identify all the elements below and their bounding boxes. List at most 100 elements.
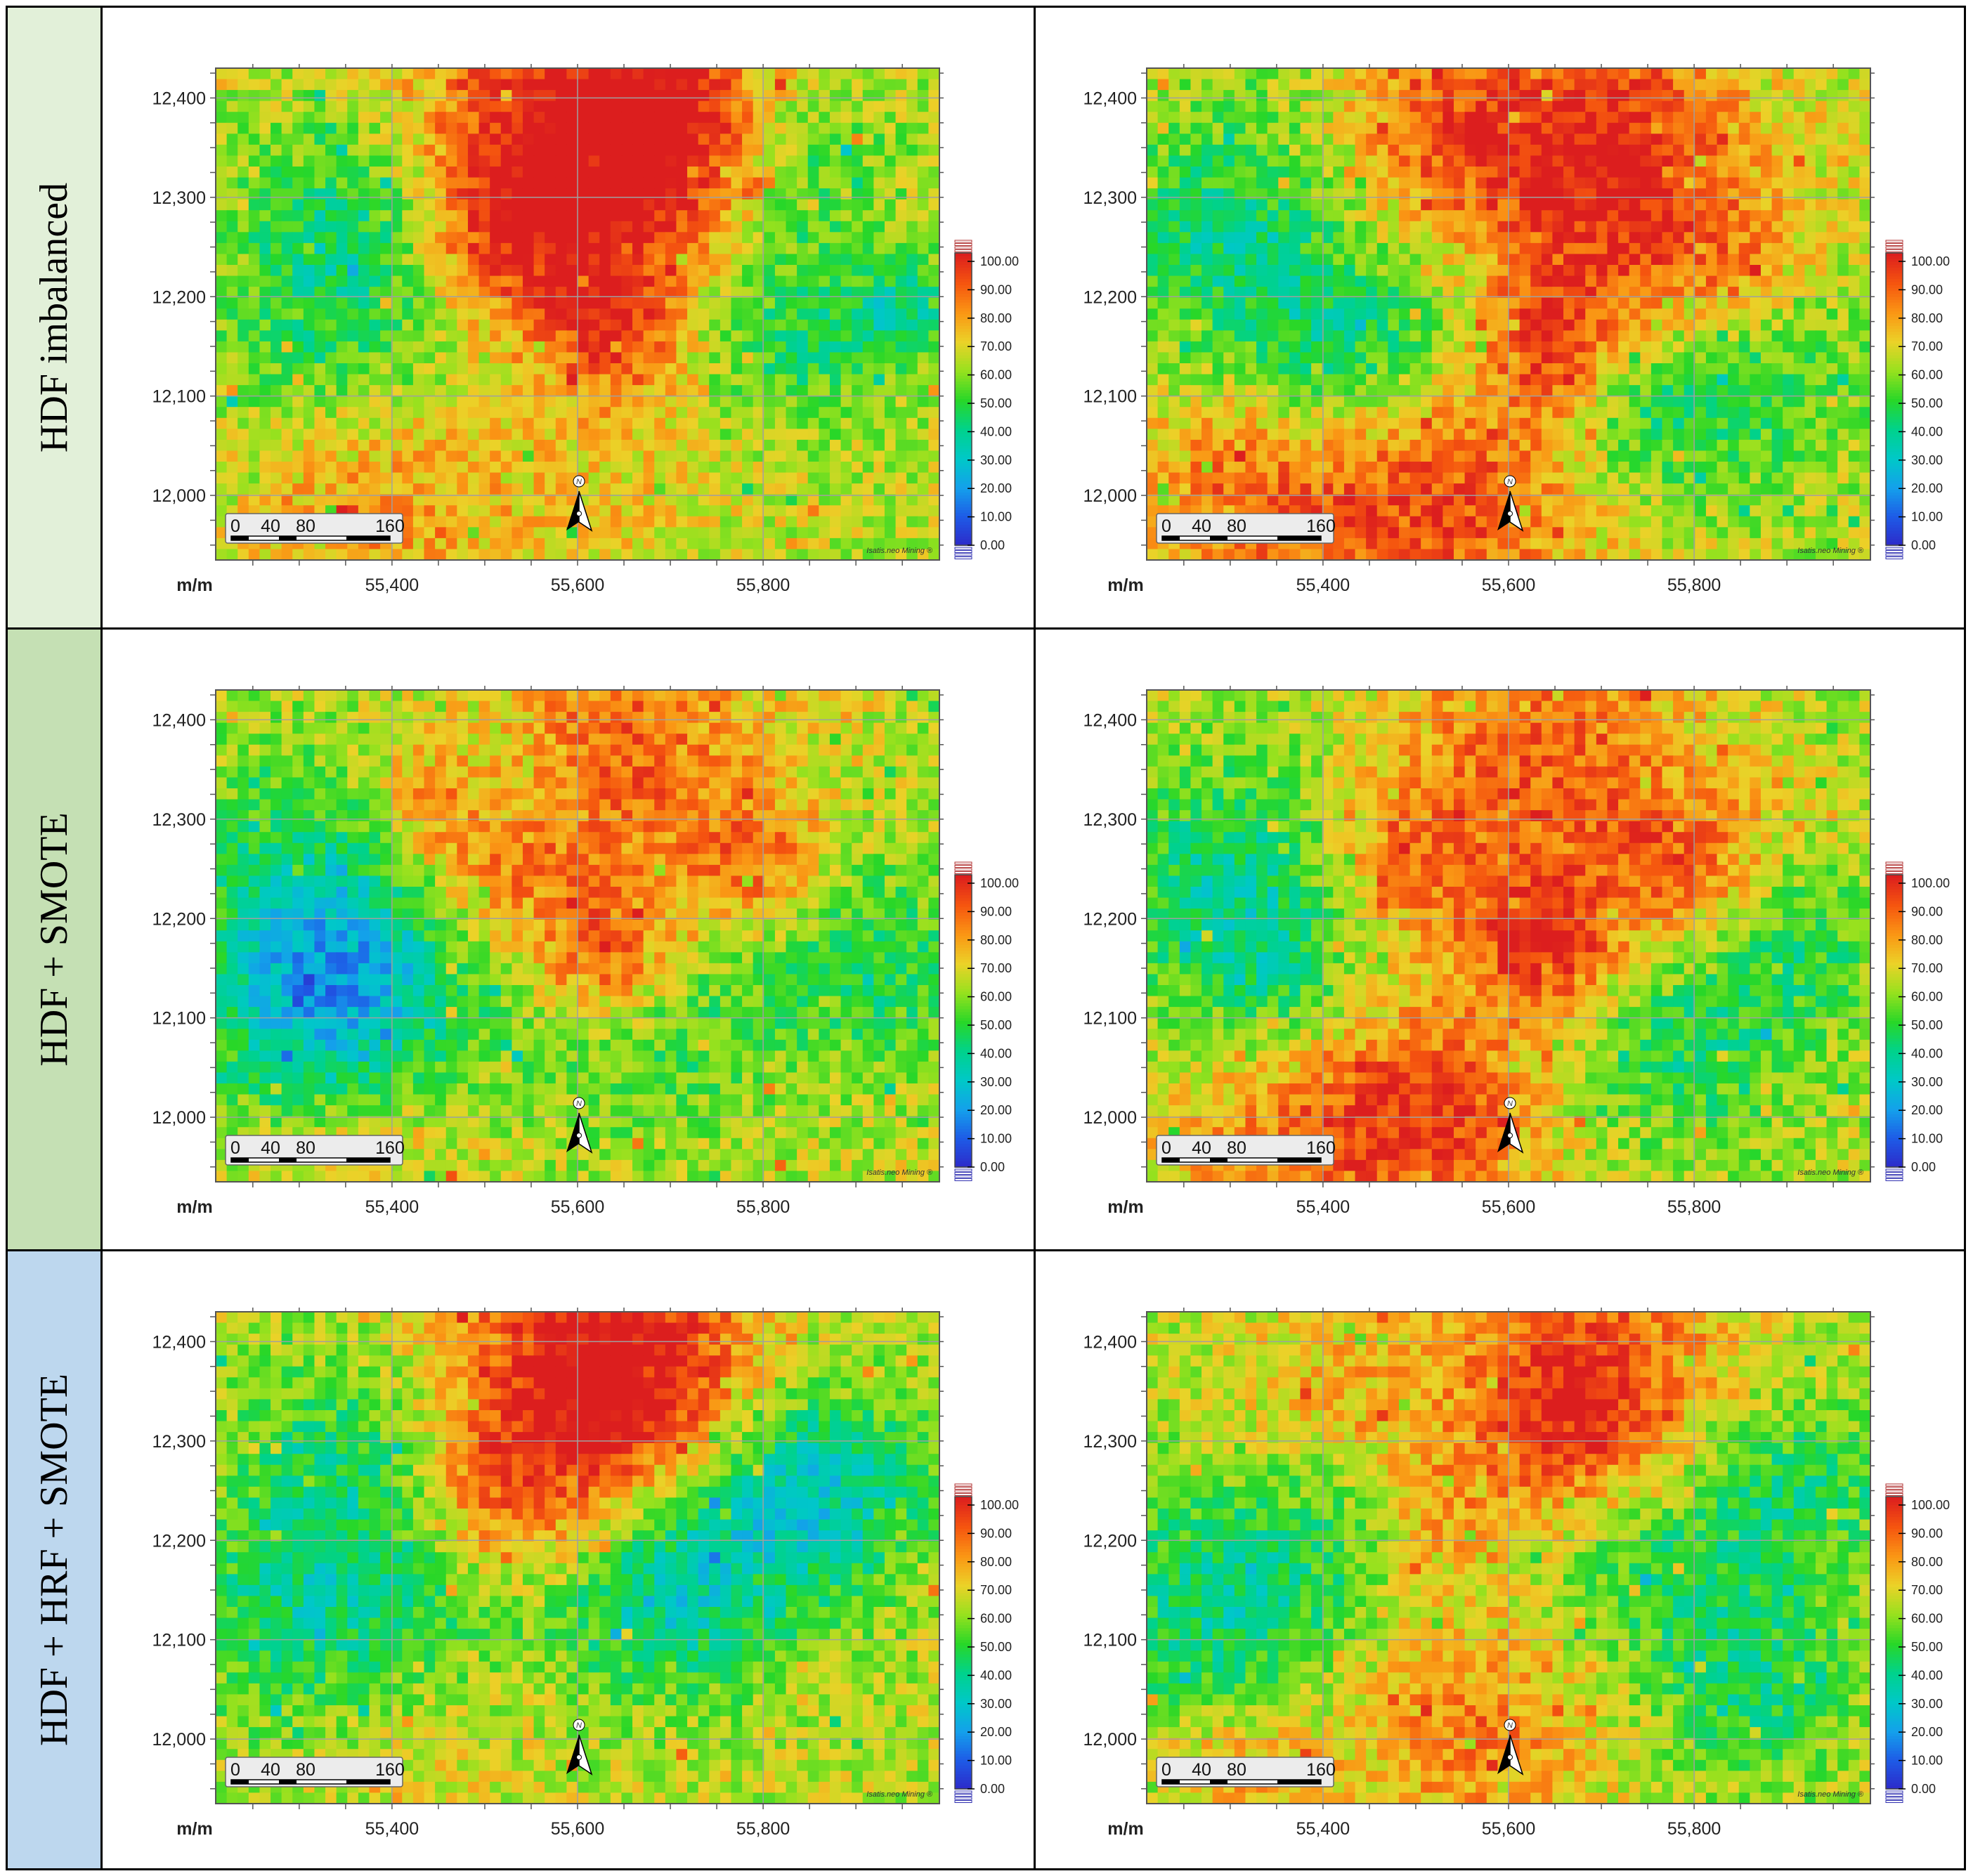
heatmap-cell <box>687 396 699 408</box>
colorbar-step <box>955 481 972 485</box>
heatmap-cell <box>303 122 315 134</box>
heatmap-cell <box>1256 112 1268 124</box>
heatmap-cell <box>1705 133 1718 145</box>
y-tick-label: 12,400 <box>152 89 206 108</box>
heatmap-cell <box>1278 177 1290 189</box>
heatmap-cell <box>862 319 874 331</box>
heatmap-cell <box>698 462 710 474</box>
heatmap-cell <box>764 472 776 484</box>
heatmap-cell <box>347 275 359 287</box>
heatmap-cell <box>764 407 776 419</box>
heatmap-cell <box>555 188 567 200</box>
heatmap-cell <box>1826 287 1838 299</box>
heatmap-cell <box>862 297 874 309</box>
heatmap-cell <box>424 287 436 299</box>
heatmap-cell <box>336 407 348 419</box>
heatmap-cell <box>424 505 436 517</box>
heatmap-cell <box>445 483 457 495</box>
heatmap-cell <box>873 177 885 189</box>
heatmap-cell <box>1343 275 1356 287</box>
heatmap-cell <box>457 122 469 134</box>
heatmap-cell <box>599 167 611 178</box>
heatmap-cell <box>1640 319 1652 331</box>
heatmap-cell <box>1202 221 1213 233</box>
heatmap-cell <box>731 363 743 375</box>
heatmap-cell <box>1322 242 1334 255</box>
heatmap-cell <box>753 221 764 233</box>
heatmap-cell <box>1453 265 1466 277</box>
heatmap-cell <box>445 527 457 539</box>
heatmap-cell <box>248 155 261 167</box>
heatmap-cell <box>358 549 370 561</box>
heatmap-cell <box>610 90 623 102</box>
heatmap-cell <box>522 265 535 277</box>
heatmap-cell <box>1179 308 1192 320</box>
heatmap-cell <box>555 199 567 211</box>
heatmap-cell <box>1673 199 1685 211</box>
heatmap-cell <box>380 188 392 200</box>
heatmap-cell <box>358 100 370 112</box>
heatmap-cell <box>764 462 776 474</box>
heatmap-cell <box>654 396 666 408</box>
heatmap-cell <box>336 144 348 157</box>
heatmap-cell <box>654 232 666 244</box>
heatmap-cell <box>412 242 425 255</box>
heatmap-cell <box>259 330 271 342</box>
heatmap-cell <box>862 374 874 386</box>
heatmap-cell <box>281 287 293 299</box>
heatmap-cell <box>237 549 249 561</box>
heatmap-cell <box>665 494 677 506</box>
heatmap-cell <box>895 319 907 331</box>
heatmap-cell <box>1245 112 1257 124</box>
heatmap-cell <box>906 538 918 550</box>
heatmap-cell <box>248 144 261 157</box>
heatmap-cell <box>774 385 787 397</box>
heatmap-cell <box>500 210 512 222</box>
heatmap-cell <box>1497 319 1509 331</box>
heatmap-cell <box>512 527 523 539</box>
heatmap-cell <box>643 450 655 462</box>
heatmap-cell <box>742 472 754 484</box>
heatmap-cell <box>873 450 885 462</box>
heatmap-cell <box>467 363 480 375</box>
heatmap-cell <box>281 221 293 233</box>
heatmap-cell <box>545 352 556 364</box>
heatmap-cell <box>742 122 754 134</box>
heatmap-cell <box>1607 90 1619 102</box>
heatmap-cell <box>1256 79 1268 91</box>
heatmap-cell <box>336 133 348 145</box>
heatmap-cell <box>698 527 710 539</box>
heatmap-cell <box>1793 90 1805 102</box>
heatmap-cell <box>347 287 359 299</box>
heatmap-cell <box>445 177 457 189</box>
heatmap-cell <box>1793 133 1805 145</box>
heatmap-cell <box>654 472 666 484</box>
heatmap-cell <box>599 396 611 408</box>
heatmap-cell <box>643 79 655 91</box>
heatmap-cell <box>928 374 940 386</box>
heatmap-cell <box>555 79 567 91</box>
heatmap-cell <box>1168 297 1180 309</box>
heatmap-cell <box>226 450 238 462</box>
heatmap-cell <box>1179 167 1192 178</box>
heatmap-cell <box>731 144 743 157</box>
heatmap-cell <box>643 100 655 112</box>
heatmap-cell <box>599 199 611 211</box>
heatmap-cell <box>1684 232 1695 244</box>
heatmap-cell <box>774 374 787 386</box>
heatmap-cell <box>1684 341 1695 353</box>
heatmap-cell <box>1212 122 1224 134</box>
colorbar-step <box>955 285 972 289</box>
heatmap-cell <box>1640 144 1652 157</box>
heatmap-cell <box>226 221 238 233</box>
heatmap-cell <box>928 177 940 189</box>
heatmap-cell <box>687 374 699 386</box>
heatmap-cell <box>1431 112 1443 124</box>
heatmap-cell <box>1278 112 1290 124</box>
heatmap-cell <box>1464 265 1476 277</box>
colorbar-cap-bottom <box>954 547 972 550</box>
heatmap-cell <box>500 79 512 91</box>
colorbar-step <box>955 405 972 409</box>
north-arrow-right <box>578 490 593 532</box>
heatmap-cell <box>1343 210 1356 222</box>
